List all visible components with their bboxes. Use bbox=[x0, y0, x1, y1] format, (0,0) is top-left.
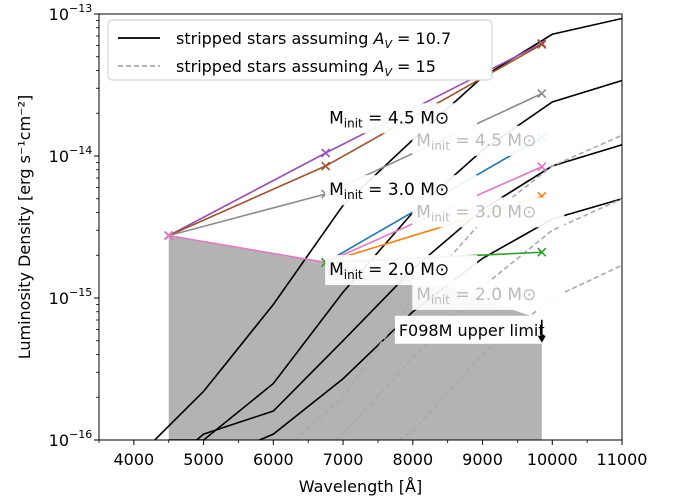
y-tick-label-2: 10 bbox=[49, 147, 69, 166]
spectrum-line-solid-2 bbox=[196, 143, 622, 440]
plot-frame bbox=[98, 13, 623, 441]
model-label-5: Minit = 2.0 M⊙ bbox=[416, 285, 536, 307]
upper-limit-arrow-head bbox=[537, 335, 546, 343]
filter-marker-green-1 bbox=[537, 247, 547, 257]
filter-marker-pink-0 bbox=[164, 231, 174, 241]
x-tick-label-1: 5000 bbox=[183, 450, 224, 469]
spectrum-line-dashed-6 bbox=[398, 264, 622, 440]
model-label-0: Minit = 4.5 M⊙ bbox=[329, 108, 449, 130]
x-tick-label-2: 6000 bbox=[253, 450, 294, 469]
model-label-box-3 bbox=[412, 197, 565, 228]
x-tick-label-5: 9000 bbox=[462, 450, 503, 469]
filter-marker-gray-2 bbox=[537, 89, 547, 99]
legend-label-1: stripped stars assuming AV = 15 bbox=[176, 57, 436, 79]
model-label-1: Minit = 4.5 M⊙ bbox=[416, 131, 536, 153]
y-tick-exponent-1: −15 bbox=[69, 286, 92, 299]
y-tick-label-1: 10 bbox=[49, 289, 69, 308]
legend-box bbox=[107, 19, 493, 81]
filter-marker-purple-1 bbox=[321, 148, 331, 158]
filter-marker-brown-2 bbox=[537, 39, 547, 50]
upper-limit-label: F098M upper limit bbox=[399, 321, 545, 340]
x-tick-label-4: 8000 bbox=[392, 450, 433, 469]
x-tick-label-6: 10000 bbox=[527, 450, 578, 469]
y-tick-exponent-0: −16 bbox=[69, 428, 92, 441]
filter-marker-pink-2 bbox=[537, 162, 547, 172]
x-tick-label-3: 7000 bbox=[323, 450, 364, 469]
model-label-box-1 bbox=[412, 125, 565, 156]
x-tick-label-7: 11000 bbox=[597, 450, 648, 469]
filter-marker-brown-1 bbox=[321, 161, 331, 171]
y-tick-label-0: 10 bbox=[49, 431, 69, 450]
model-label-box-5 bbox=[412, 279, 565, 310]
model-label-4: Minit = 2.0 M⊙ bbox=[329, 260, 449, 282]
model-label-3: Minit = 3.0 M⊙ bbox=[416, 202, 536, 224]
legend-label-0: stripped stars assuming AV = 10.7 bbox=[176, 29, 451, 51]
y-axis-label: Luminosity Density [erg s⁻¹cm⁻²] bbox=[15, 95, 34, 360]
y-tick-label-3: 10 bbox=[49, 5, 69, 24]
x-tick-label-0: 4000 bbox=[114, 450, 155, 469]
x-axis-label: Wavelength [Å] bbox=[299, 477, 422, 496]
upper-limit-region bbox=[168, 235, 542, 440]
y-tick-exponent-2: −14 bbox=[69, 144, 92, 157]
y-tick-exponent-3: −13 bbox=[69, 2, 92, 15]
model-label-2: Minit = 3.0 M⊙ bbox=[329, 180, 449, 202]
